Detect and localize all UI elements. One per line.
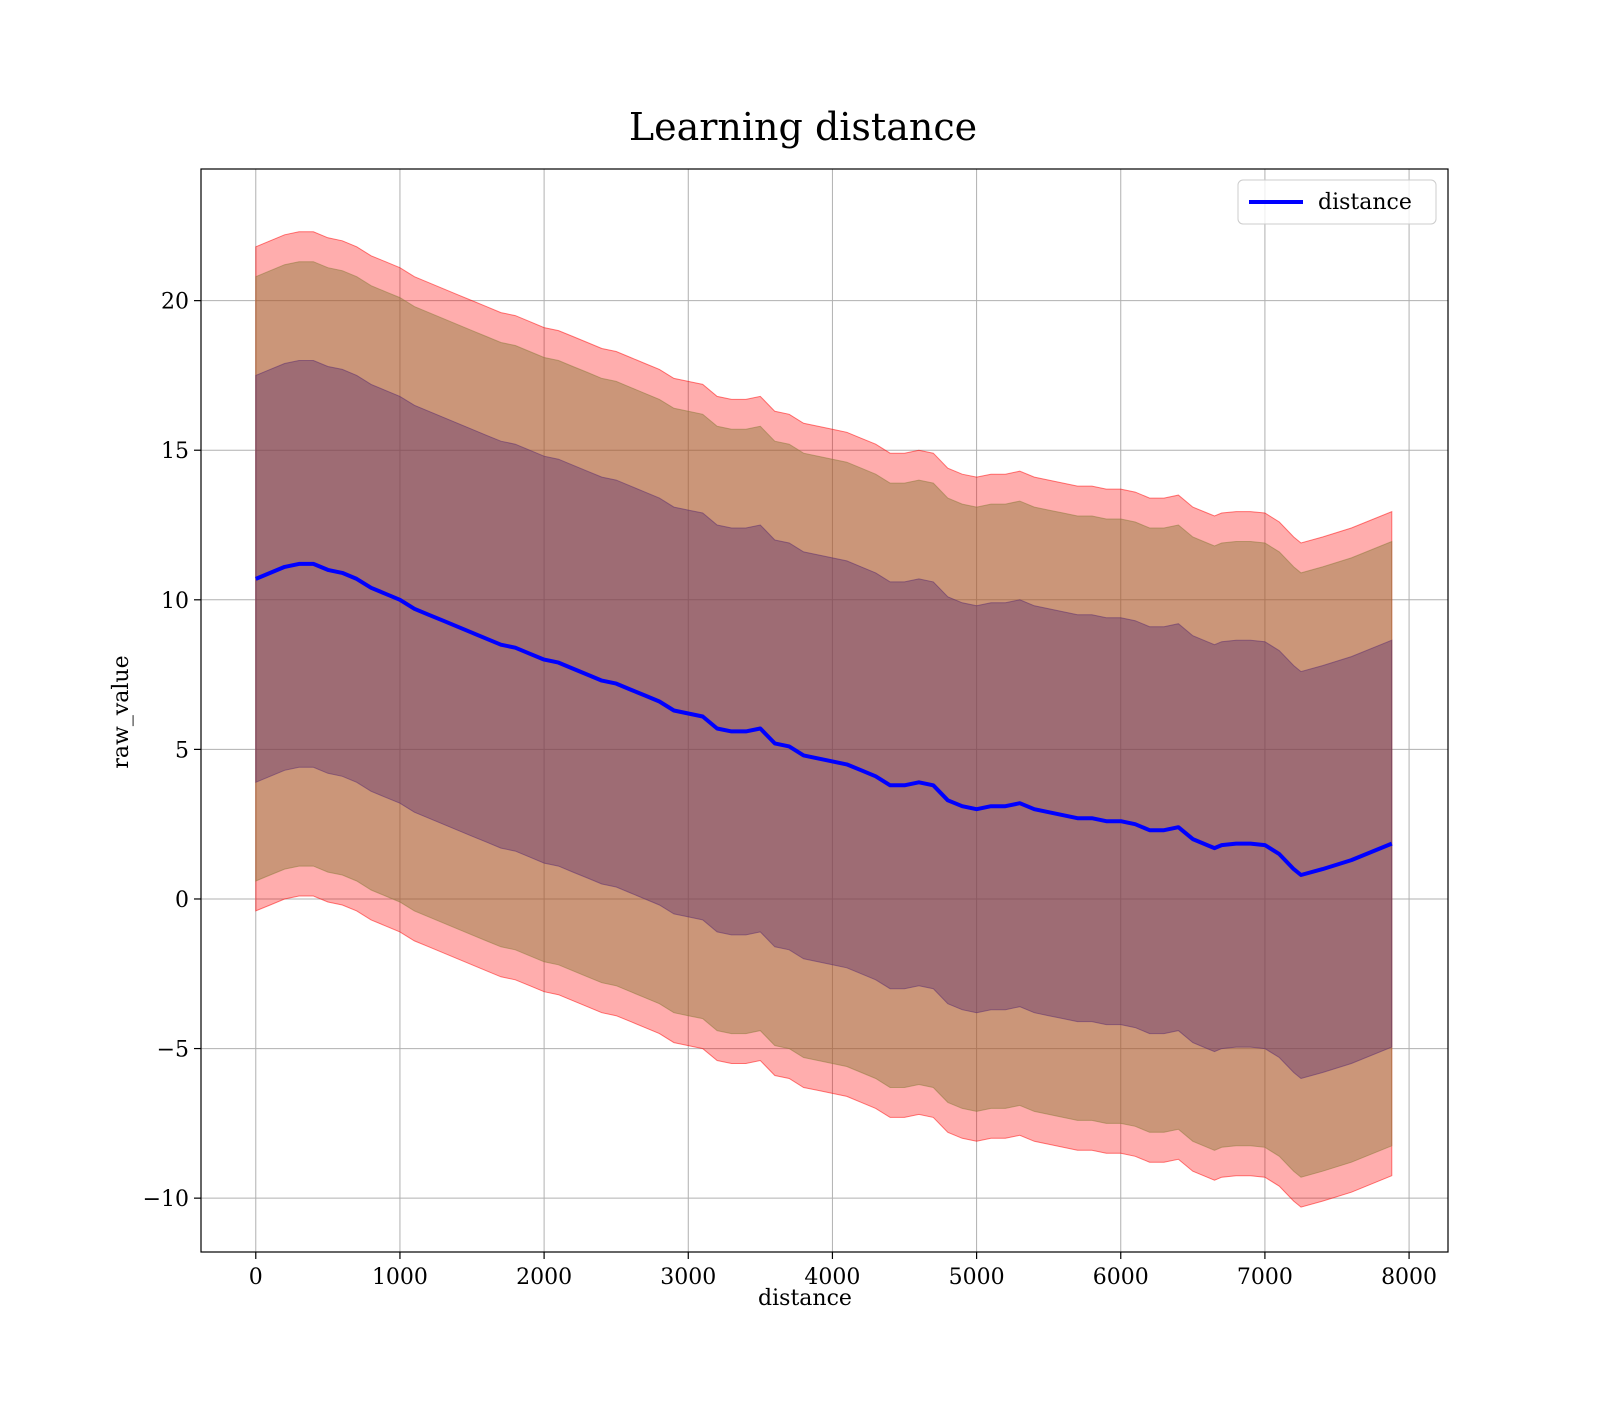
axis-ticks: 0 1000 2000 3000 4000 5000 6000 7000 8000 −10 −5 0 5… (143, 290, 1438, 1290)
confidence-band-2 (255, 261, 1393, 1178)
x-axis-label: distance (758, 1286, 852, 1311)
x-tick-label: 3000 (660, 1265, 716, 1290)
y-tick-label: 20 (161, 290, 189, 315)
confidence-band-3 (255, 360, 1393, 1080)
y-tick-label: 0 (175, 888, 189, 913)
series-line-1 (255, 561, 1393, 877)
x-tick-label: 2000 (516, 1265, 572, 1290)
x-tick-label: 6000 (1093, 1265, 1149, 1290)
grid-lines (201, 169, 1448, 1252)
y-tick-label: 15 (161, 439, 189, 464)
x-tick-label: 8000 (1381, 1265, 1437, 1290)
x-tick-label: 4000 (804, 1265, 860, 1290)
plot-frame (200, 168, 1449, 1253)
y-tick-label: 5 (175, 738, 189, 763)
confidence-bands (255, 231, 1393, 1208)
legend-box (1237, 179, 1437, 225)
confidence-band-1 (255, 231, 1393, 1208)
y-tick-label: −5 (157, 1038, 189, 1063)
x-tick-label: 5000 (949, 1265, 1005, 1290)
x-tick-label: 0 (249, 1265, 263, 1290)
legend: distance (1237, 179, 1437, 225)
chart-title: Learning distance (629, 105, 977, 149)
y-tick-label: 10 (161, 589, 189, 614)
series-lines (255, 561, 1393, 877)
x-tick-label: 1000 (372, 1265, 428, 1290)
legend-label: distance (1318, 190, 1412, 215)
x-tick-label: 7000 (1237, 1265, 1293, 1290)
y-axis-label: raw_value (109, 655, 134, 768)
y-tick-label: −10 (143, 1187, 189, 1212)
